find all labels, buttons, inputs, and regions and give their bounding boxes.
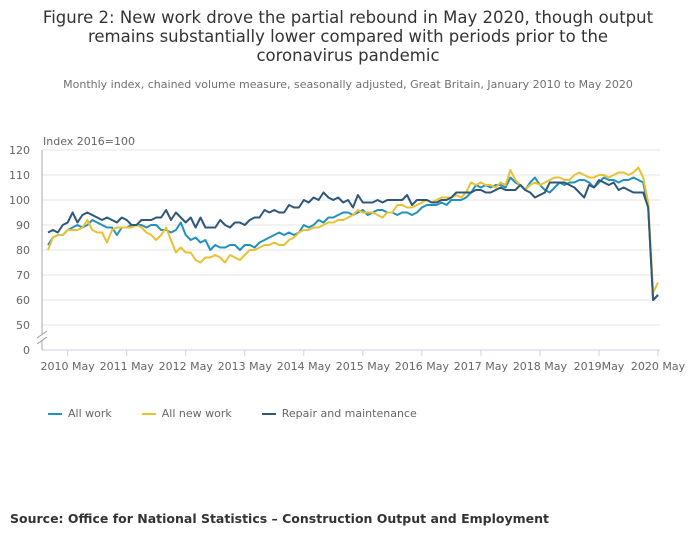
y-tick-label: 0 (23, 344, 30, 357)
legend-label: All work (68, 407, 112, 420)
series-line-repair-and-maintenance[interactable] (47, 179, 659, 301)
source-note: Source: Office for National Statistics –… (10, 511, 549, 526)
y-tick-label: 70 (16, 269, 30, 282)
series-line-all-work[interactable] (47, 176, 659, 301)
legend-item-all-work[interactable]: All work (48, 407, 112, 420)
chart-subtitle: Monthly index, chained volume measure, s… (63, 78, 633, 91)
x-tick-label: 2011 May (100, 360, 155, 373)
x-tick-label: 2016 May (395, 360, 450, 373)
chart-title: Figure 2: New work drove the partial reb… (42, 8, 654, 65)
legend-label: Repair and maintenance (281, 407, 417, 420)
y-tick-label: 110 (9, 169, 30, 182)
legend-swatch (48, 412, 62, 415)
x-tick-label: 2019May (574, 360, 625, 373)
y-tick-label: 120 (9, 144, 30, 157)
legend-swatch (141, 412, 156, 415)
x-tick-label: 2010 May (41, 360, 96, 373)
x-tick-label: 2020 May (631, 360, 686, 373)
x-tick-label: 2015 May (336, 360, 391, 373)
y-tick-label: 50 (16, 319, 30, 332)
x-tick-label: 2013 May (218, 360, 273, 373)
axis-break-icon (36, 330, 48, 345)
legend-swatch (261, 412, 276, 415)
y-tick-label: 80 (16, 244, 30, 257)
y-axis-label: Index 2016=100 (43, 135, 135, 148)
legend-label: All new work (161, 407, 232, 420)
legend: All work All new work Repair and mainten… (48, 407, 417, 420)
x-tick-label: 2017 May (454, 360, 509, 373)
series-line-all-new-work[interactable] (47, 166, 659, 294)
line-chart: Index 2016=100 120 110 100 90 80 70 60 50 0 2010 … (9, 135, 686, 373)
legend-item-repair-maintenance[interactable]: Repair and maintenance (261, 407, 417, 420)
x-tick-label: 2012 May (159, 360, 214, 373)
legend-item-all-new-work[interactable]: All new work (141, 407, 232, 420)
y-tick-label: 100 (9, 194, 30, 207)
y-tick-label: 60 (16, 294, 30, 307)
x-tick-label: 2018 May (513, 360, 568, 373)
y-tick-label: 90 (16, 219, 30, 232)
x-tick-label: 2014 May (277, 360, 332, 373)
